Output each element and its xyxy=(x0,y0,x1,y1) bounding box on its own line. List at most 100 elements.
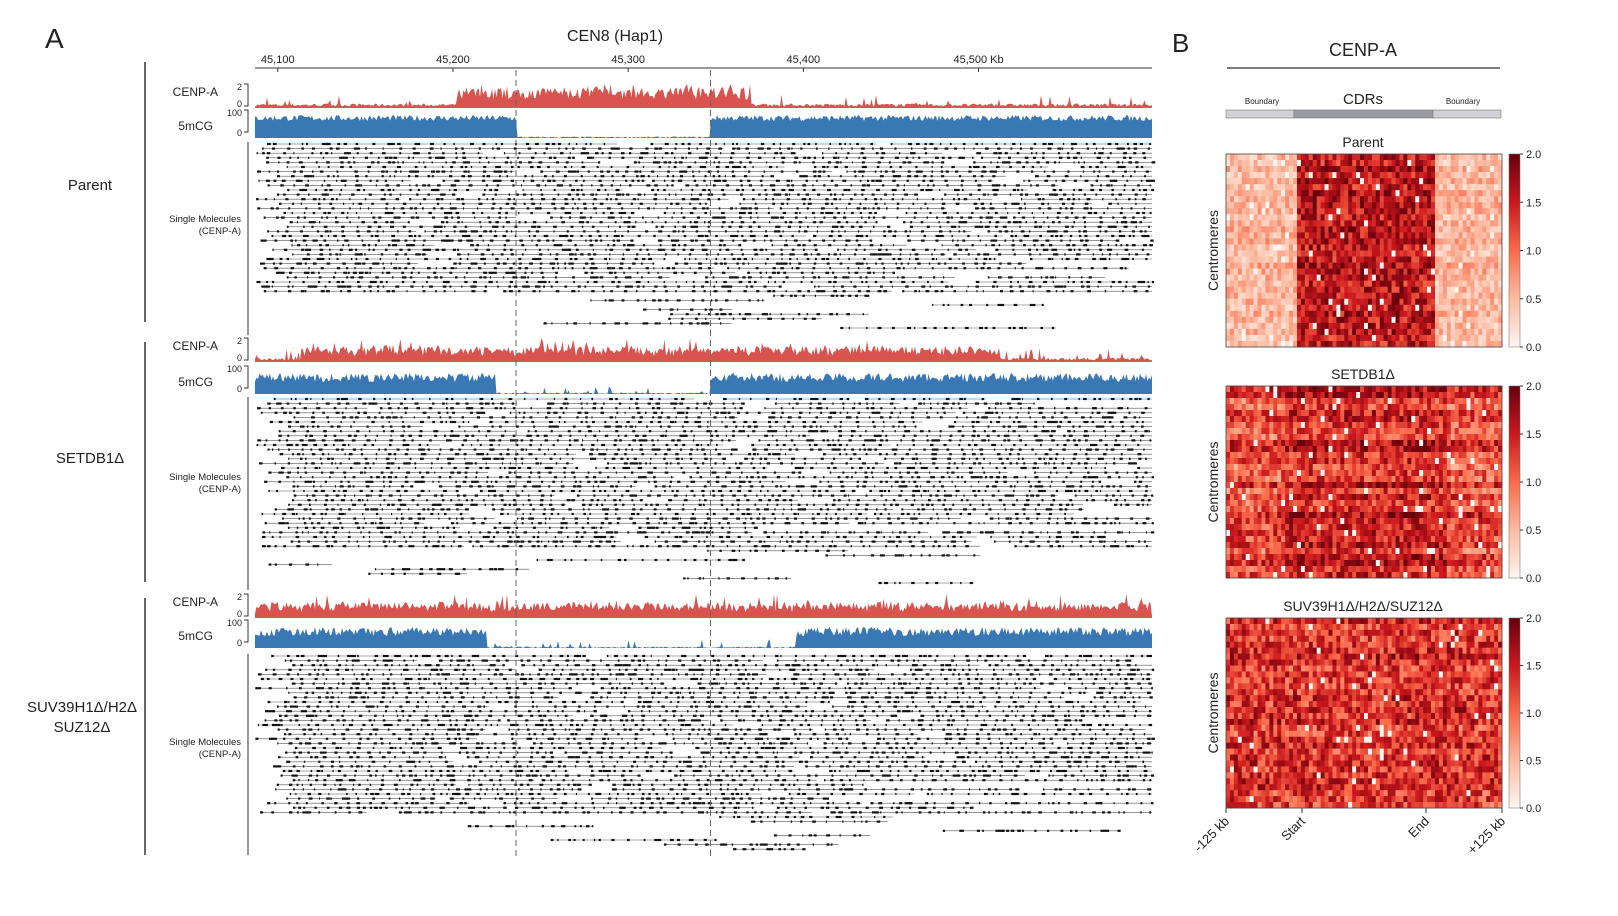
cenpa-mark xyxy=(312,425,315,428)
cenpa-mark xyxy=(798,476,801,479)
cenpa-mark xyxy=(916,476,921,479)
cenpa-mark xyxy=(850,280,852,284)
cenpa-mark xyxy=(1139,221,1142,224)
cenpa-mark xyxy=(960,184,963,187)
cenpa-mark xyxy=(751,443,755,447)
cenpa-mark xyxy=(831,448,841,451)
cenpa-mark xyxy=(881,430,884,433)
cenpa-mark xyxy=(422,285,424,288)
cenpa-mark xyxy=(349,221,351,224)
cenpa-mark xyxy=(980,202,984,205)
cenpa-mark xyxy=(721,285,729,288)
cenpa-mark xyxy=(502,262,507,265)
cenpa-mark xyxy=(780,416,783,419)
cenpa-mark xyxy=(524,221,527,224)
cenpa-mark xyxy=(675,290,677,293)
cenpa-mark xyxy=(798,434,800,437)
cenpa-mark xyxy=(866,267,871,270)
cenpa-mark xyxy=(692,280,695,284)
cenpa-mark xyxy=(1024,202,1026,205)
cenpa-mark xyxy=(552,198,556,201)
cenpa-mark xyxy=(894,480,899,483)
cenpa-mark xyxy=(508,193,510,196)
cenpa-mark xyxy=(395,457,397,460)
cenpa-mark xyxy=(831,503,836,506)
cenpa-mark xyxy=(333,234,337,238)
cenpa-mark xyxy=(1069,234,1073,238)
cenpa-mark xyxy=(364,156,368,159)
cenpa-mark xyxy=(664,221,667,224)
cenpa-mark xyxy=(778,457,781,460)
cenpa-mark xyxy=(834,425,837,428)
cenpa-mark xyxy=(845,221,849,224)
cenpa-mark xyxy=(756,471,760,474)
cenpa-mark xyxy=(457,253,461,256)
cenpa-mark xyxy=(1107,207,1109,210)
cenpa-mark xyxy=(544,453,546,456)
cenpa-mark xyxy=(539,503,544,506)
cenpa-mark xyxy=(564,267,567,270)
cenpa-mark xyxy=(914,175,919,178)
cenpa-mark xyxy=(518,161,522,164)
cenpa-mark xyxy=(990,202,992,205)
cenpa-mark xyxy=(593,280,598,284)
cenpa-mark xyxy=(521,244,525,247)
cenpa-mark xyxy=(508,290,513,293)
cenpa-mark xyxy=(888,522,892,525)
cenpa-mark xyxy=(936,257,937,261)
cenpa-mark xyxy=(829,313,834,316)
cenpa-mark xyxy=(1054,411,1056,414)
cenpa-mark xyxy=(479,466,483,470)
cenpa-mark xyxy=(554,257,558,261)
cenpa-mark xyxy=(347,271,350,274)
cenpa-mark xyxy=(511,402,515,405)
cenpa-mark xyxy=(266,161,270,164)
cenpa-mark xyxy=(894,430,896,433)
cenpa-mark xyxy=(823,216,826,219)
cenpa-mark xyxy=(1144,230,1147,233)
cenpa-mark xyxy=(379,522,383,525)
cenpa-mark xyxy=(639,156,643,159)
cenpa-mark xyxy=(1074,407,1078,410)
cenpa-mark xyxy=(910,221,913,224)
cenpa-mark xyxy=(812,221,817,224)
cenpa-mark xyxy=(553,397,555,401)
cenpa-mark xyxy=(1080,239,1084,242)
cenpa-mark xyxy=(1145,257,1148,261)
cenpa-mark xyxy=(629,494,638,497)
cenpa-mark xyxy=(577,285,581,288)
cenpa-mark xyxy=(390,430,394,433)
cenpa-mark xyxy=(441,248,446,251)
cenpa-mark xyxy=(574,257,578,261)
cenpa-mark xyxy=(1114,503,1118,506)
cenpa-mark xyxy=(292,430,296,433)
cenpa-mark xyxy=(553,207,557,210)
cenpa-mark xyxy=(407,508,410,511)
cenpa-mark xyxy=(715,448,717,451)
cenpa-mark xyxy=(510,161,512,164)
cenpa-mark xyxy=(954,485,957,488)
cenpa-mark xyxy=(584,411,589,414)
cenpa-mark xyxy=(335,448,340,451)
cenpa-mark xyxy=(959,512,963,516)
cenpa-mark xyxy=(449,285,452,288)
cenpa-mark xyxy=(764,407,766,410)
cenpa-mark xyxy=(539,262,543,265)
cenpa-mark xyxy=(1073,221,1075,224)
cenpa-mark xyxy=(367,244,371,247)
cenpa-mark xyxy=(1091,420,1095,424)
cenpa-mark xyxy=(302,239,307,242)
cenpa-mark xyxy=(292,202,294,205)
cenpa-mark xyxy=(281,179,286,182)
cenpa-mark xyxy=(788,188,794,192)
cenpa-mark xyxy=(665,299,669,302)
cenpa-mark xyxy=(440,494,444,497)
cenpa-mark xyxy=(1066,439,1070,442)
cenpa-mark xyxy=(786,184,790,187)
cenpa-mark xyxy=(943,411,946,414)
cenpa-mark xyxy=(983,257,988,261)
cenpa-mark xyxy=(673,494,678,497)
cenpa-mark xyxy=(1138,480,1143,483)
cenpa-mark xyxy=(1031,170,1034,173)
